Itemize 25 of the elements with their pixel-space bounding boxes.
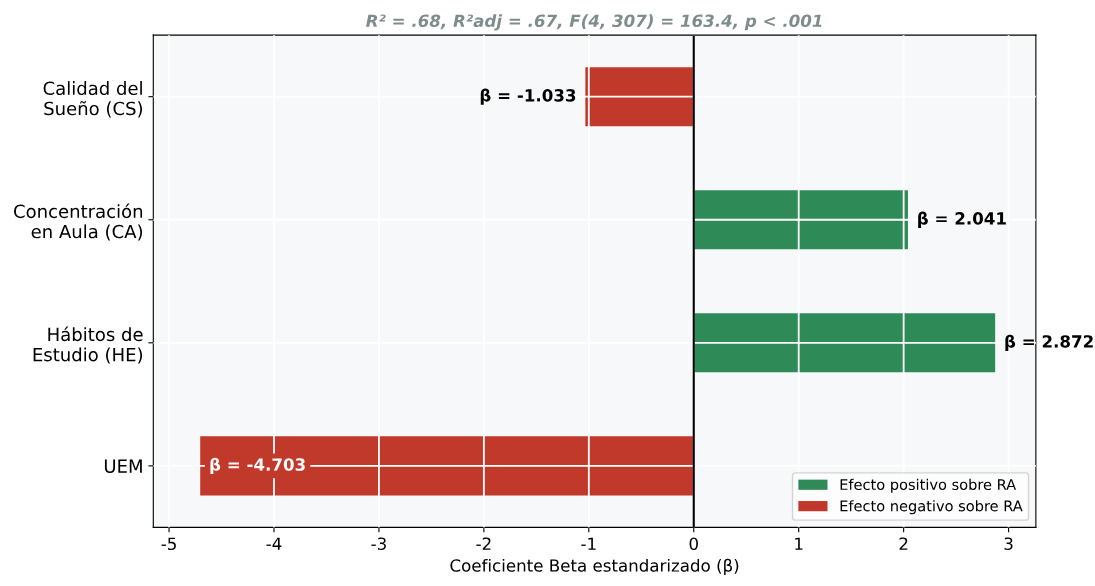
- x-tick-label: -2: [476, 537, 491, 550]
- bar: [585, 67, 694, 127]
- y-tick-label: UEM: [104, 459, 142, 473]
- bar: [693, 313, 996, 373]
- y-tick-label: Calidad del Sueño (CS): [43, 81, 143, 118]
- legend-label: Efecto negativo sobre RA: [840, 500, 1023, 515]
- text: β = -1.033: [480, 88, 576, 105]
- x-tick-label: 2: [899, 537, 908, 550]
- x-tick-label: 1: [795, 537, 803, 550]
- x-tick-label: 0: [689, 537, 698, 551]
- x-tick-label: -1: [581, 537, 596, 550]
- text: β = 2.041: [918, 211, 1006, 228]
- bar: [693, 190, 908, 250]
- x-tick-label: -4: [266, 537, 282, 550]
- x-tick-label: 3: [1004, 537, 1013, 551]
- x-axis-title: Coeficiente Beta estandarizado (β): [450, 558, 739, 576]
- text: β = -4.703: [210, 457, 305, 475]
- text: β = 2.872: [1005, 334, 1093, 351]
- x-tick-label: -3: [371, 537, 386, 551]
- bar: [200, 436, 694, 496]
- y-tick-label: Concentración en Aula (CA): [14, 203, 143, 241]
- x-tick-label: -5: [161, 537, 176, 551]
- y-tick-label: Hábitos de Estudio (HE): [33, 326, 143, 364]
- chart-title: R² = .68, R²adj = .67, F(4, 307) = 163.4, p < .001: [366, 14, 822, 31]
- legend-label: Efecto positivo sobre RA: [840, 478, 1017, 493]
